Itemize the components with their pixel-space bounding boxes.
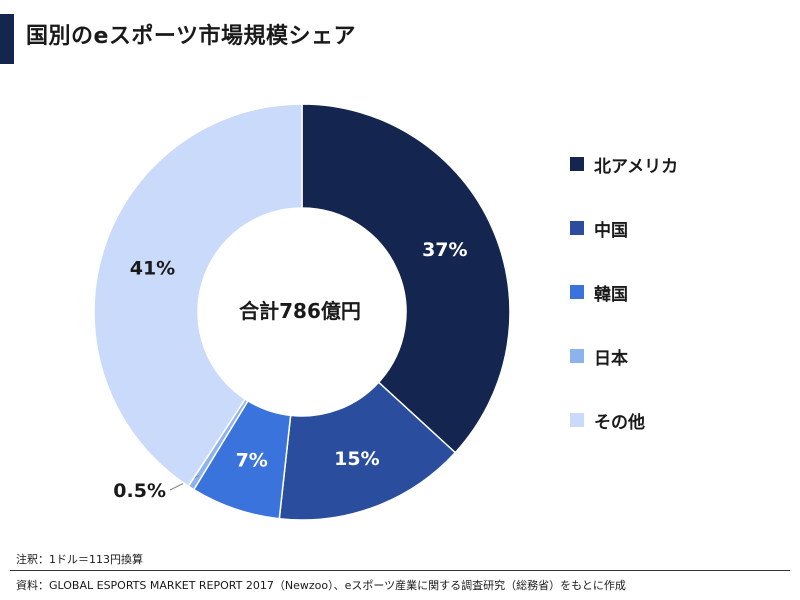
legend-label: 北アメリカ: [594, 156, 679, 177]
legend-item-other: その他: [570, 404, 790, 436]
slice-label-japan: 0.5%: [113, 480, 166, 502]
exchange-rate-note: 注釈：1ドル＝113円換算: [16, 553, 143, 566]
legend-label: 中国: [594, 220, 628, 241]
legend-swatch: [570, 285, 584, 299]
chart-legend: 北アメリカ 中国 韓国 日本 その他: [570, 148, 790, 468]
footer-divider: [10, 570, 790, 571]
slice-north-america: [301, 103, 511, 454]
legend-swatch: [570, 221, 584, 235]
legend-label: 韓国: [594, 284, 628, 305]
slice-other: [93, 103, 303, 488]
page-title: 国別のeスポーツ市場規模シェア: [26, 24, 356, 49]
slice-label-china: 15%: [334, 448, 379, 470]
legend-swatch: [570, 157, 584, 171]
legend-item-china: 中国: [570, 212, 790, 244]
legend-label: 日本: [594, 348, 628, 369]
donut-chart: 37% 15% 7% 0.5% 41% 合計786億円: [93, 103, 511, 521]
legend-item-korea: 韓国: [570, 276, 790, 308]
title-accent-bar: [0, 14, 14, 64]
legend-label: その他: [594, 412, 645, 433]
legend-item-japan: 日本: [570, 340, 790, 372]
legend-item-north-america: 北アメリカ: [570, 148, 790, 180]
slice-label-other: 41%: [130, 258, 175, 280]
slice-china: [278, 381, 457, 521]
slice-label-north-america: 37%: [422, 239, 467, 261]
legend-swatch: [570, 349, 584, 363]
slice-label-korea: 7%: [236, 450, 268, 472]
legend-swatch: [570, 413, 584, 427]
center-total-label: 合計786億円: [239, 299, 361, 323]
source-citation: 資料：GLOBAL ESPORTS MARKET REPORT 2017（New…: [16, 579, 626, 592]
